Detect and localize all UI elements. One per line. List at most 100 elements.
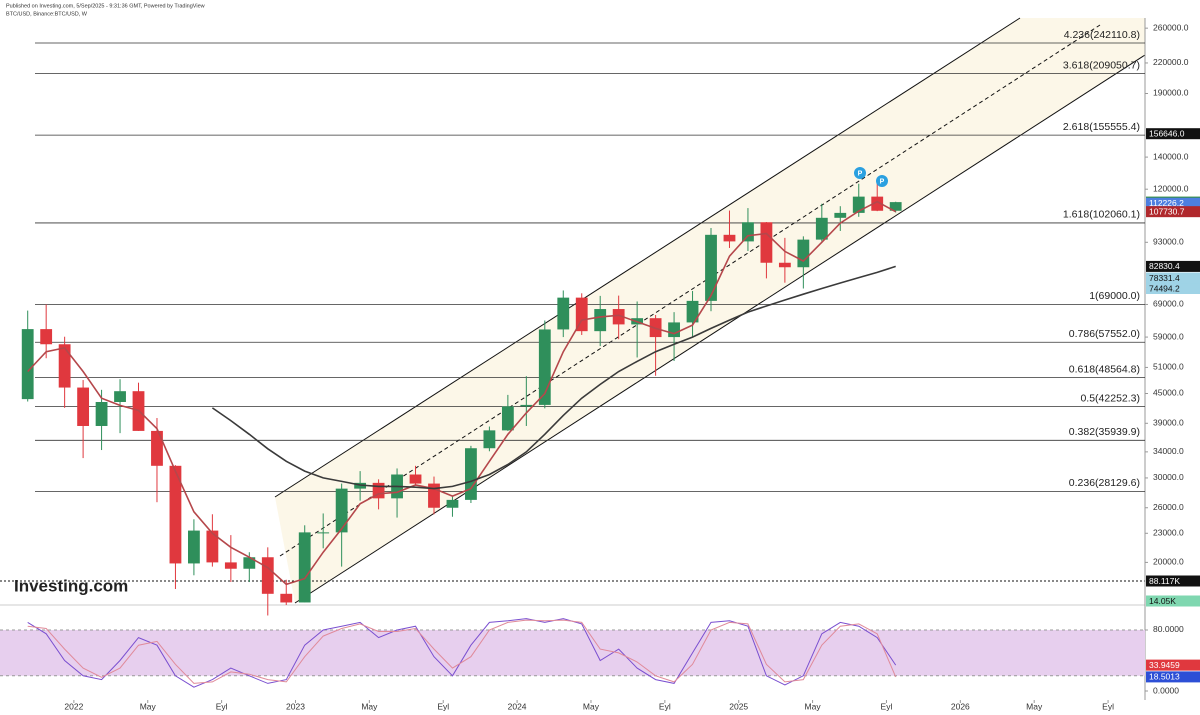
candle-body [243,557,256,569]
fib-level-label: 3.618(209050.7) [1063,59,1140,71]
y-tick-label: 220000.0 [1153,57,1189,67]
x-tick-label: May [583,701,600,711]
y-tick-label: 190000.0 [1153,88,1189,98]
fib-level-label: 0.618(48564.8) [1069,363,1140,375]
price-tag-box [1146,595,1200,607]
candle-body [224,562,237,569]
candle-body [871,196,884,211]
y-tick-label: 39000.0 [1153,418,1184,428]
candle-body [742,222,754,242]
pivot-label: P [880,178,885,185]
osc-tag-label: 18.5013 [1149,672,1180,682]
candle-body [95,401,108,426]
x-tick-label: May [1026,701,1043,711]
candle-body [114,391,126,402]
fib-level-label: 4.236(242110.8) [1064,29,1140,41]
candle-body [372,482,385,499]
candle-body [40,329,53,345]
candle-body [501,406,514,431]
pivot-label: P [858,170,863,177]
y-tick-label: 120000.0 [1153,183,1189,193]
moving-average [211,265,896,490]
candle-body [760,222,773,263]
osc-tick-label: 80.0000 [1153,624,1184,634]
candle-body [21,329,34,400]
y-tick-label: 20000.0 [1153,557,1184,567]
fib-level-label: 0.5(42252.3) [1080,392,1140,404]
y-tick-label: 30000.0 [1153,472,1184,482]
price-tag-label: 78331.4 [1149,273,1180,283]
candle-body [520,404,533,407]
price-tag-label: 156646.0 [1149,128,1185,138]
x-tick-label: Eyl [881,701,893,711]
candle-body [557,297,570,330]
price-tag-label: 74494.2 [1149,283,1180,293]
candle-body [151,430,163,466]
candle-body [889,202,902,211]
candle-body [280,593,293,603]
moving-average [27,200,897,586]
fib-level-label: 0.236(28129.6) [1069,477,1140,489]
candle-body [723,234,736,242]
candle-body [852,196,865,213]
x-tick-label: May [140,701,157,711]
price-tag-box [1146,128,1200,140]
candle-body [428,483,440,508]
channel-mid [279,24,1101,557]
price-tag-box [1146,575,1200,587]
x-tick-label: Eyl [659,701,671,711]
y-tick-label: 140000.0 [1153,151,1189,161]
candle-body [668,322,680,338]
candle-body [169,465,182,564]
osc-tag-label: 33.9459 [1149,660,1180,670]
marks: 260000.0 220000.0 190000.0 140000.0 120000.0… [0,22,1200,711]
fib-level-label: 0.786(57552.0) [1069,328,1140,340]
x-tick-label: 2026 [951,701,970,711]
candle-body [686,300,699,323]
y-tick-label: 69000.0 [1153,299,1184,309]
price-tag-label: 88.117K [1149,576,1180,586]
candle-body [317,532,330,534]
fib-level-label: 2.618(155555.4) [1063,121,1140,133]
y-tick-label: 26000.0 [1153,502,1184,512]
channel-lower [294,54,1146,604]
candle-body [797,239,810,268]
x-tick-label: 2022 [64,701,83,711]
osc-tag-box [1146,671,1200,683]
fib-level-label: 1.618(102060.1) [1063,209,1140,221]
fib-level-label: 1(69000.0) [1089,290,1140,302]
x-tick-label: May [361,701,378,711]
channel-upper [274,17,1021,498]
candle-body [594,309,607,332]
header-published: Published on Investing.com, 5/Sep/2025 -… [6,3,205,9]
candle-body [778,262,791,268]
x-tick-label: 2024 [508,701,527,711]
price-tag-label: 82830.4 [1149,261,1180,271]
candle-body [298,532,311,603]
candle-body [77,387,90,426]
candle-body [206,530,219,563]
osc-tick-label: 0.0000 [1153,685,1179,695]
price-tag-box [1146,206,1200,218]
oscillator-line [27,619,897,684]
oscillator-line [27,618,897,688]
candle-body [483,430,496,449]
y-tick-label: 260000.0 [1153,22,1189,32]
x-tick-label: 2025 [729,701,748,711]
price-tag-box [1146,197,1200,209]
price-tag-label: 107730.7 [1149,206,1185,216]
price-tag-box [1146,260,1200,272]
price-tag-box [1146,283,1200,295]
candle-body [705,234,717,301]
pivot-marker [876,175,888,187]
header-symbol: BTC/USD, Binance:BTC/USD, W [6,11,88,17]
candle-body [446,499,459,508]
y-tick-label: 51000.0 [1153,362,1184,372]
candle-body [575,297,588,332]
fib-level-label: 0.382(35939.9) [1069,426,1140,438]
candle-body [612,309,625,325]
watermark: Investing.com [14,576,128,595]
candle-body [538,329,551,405]
